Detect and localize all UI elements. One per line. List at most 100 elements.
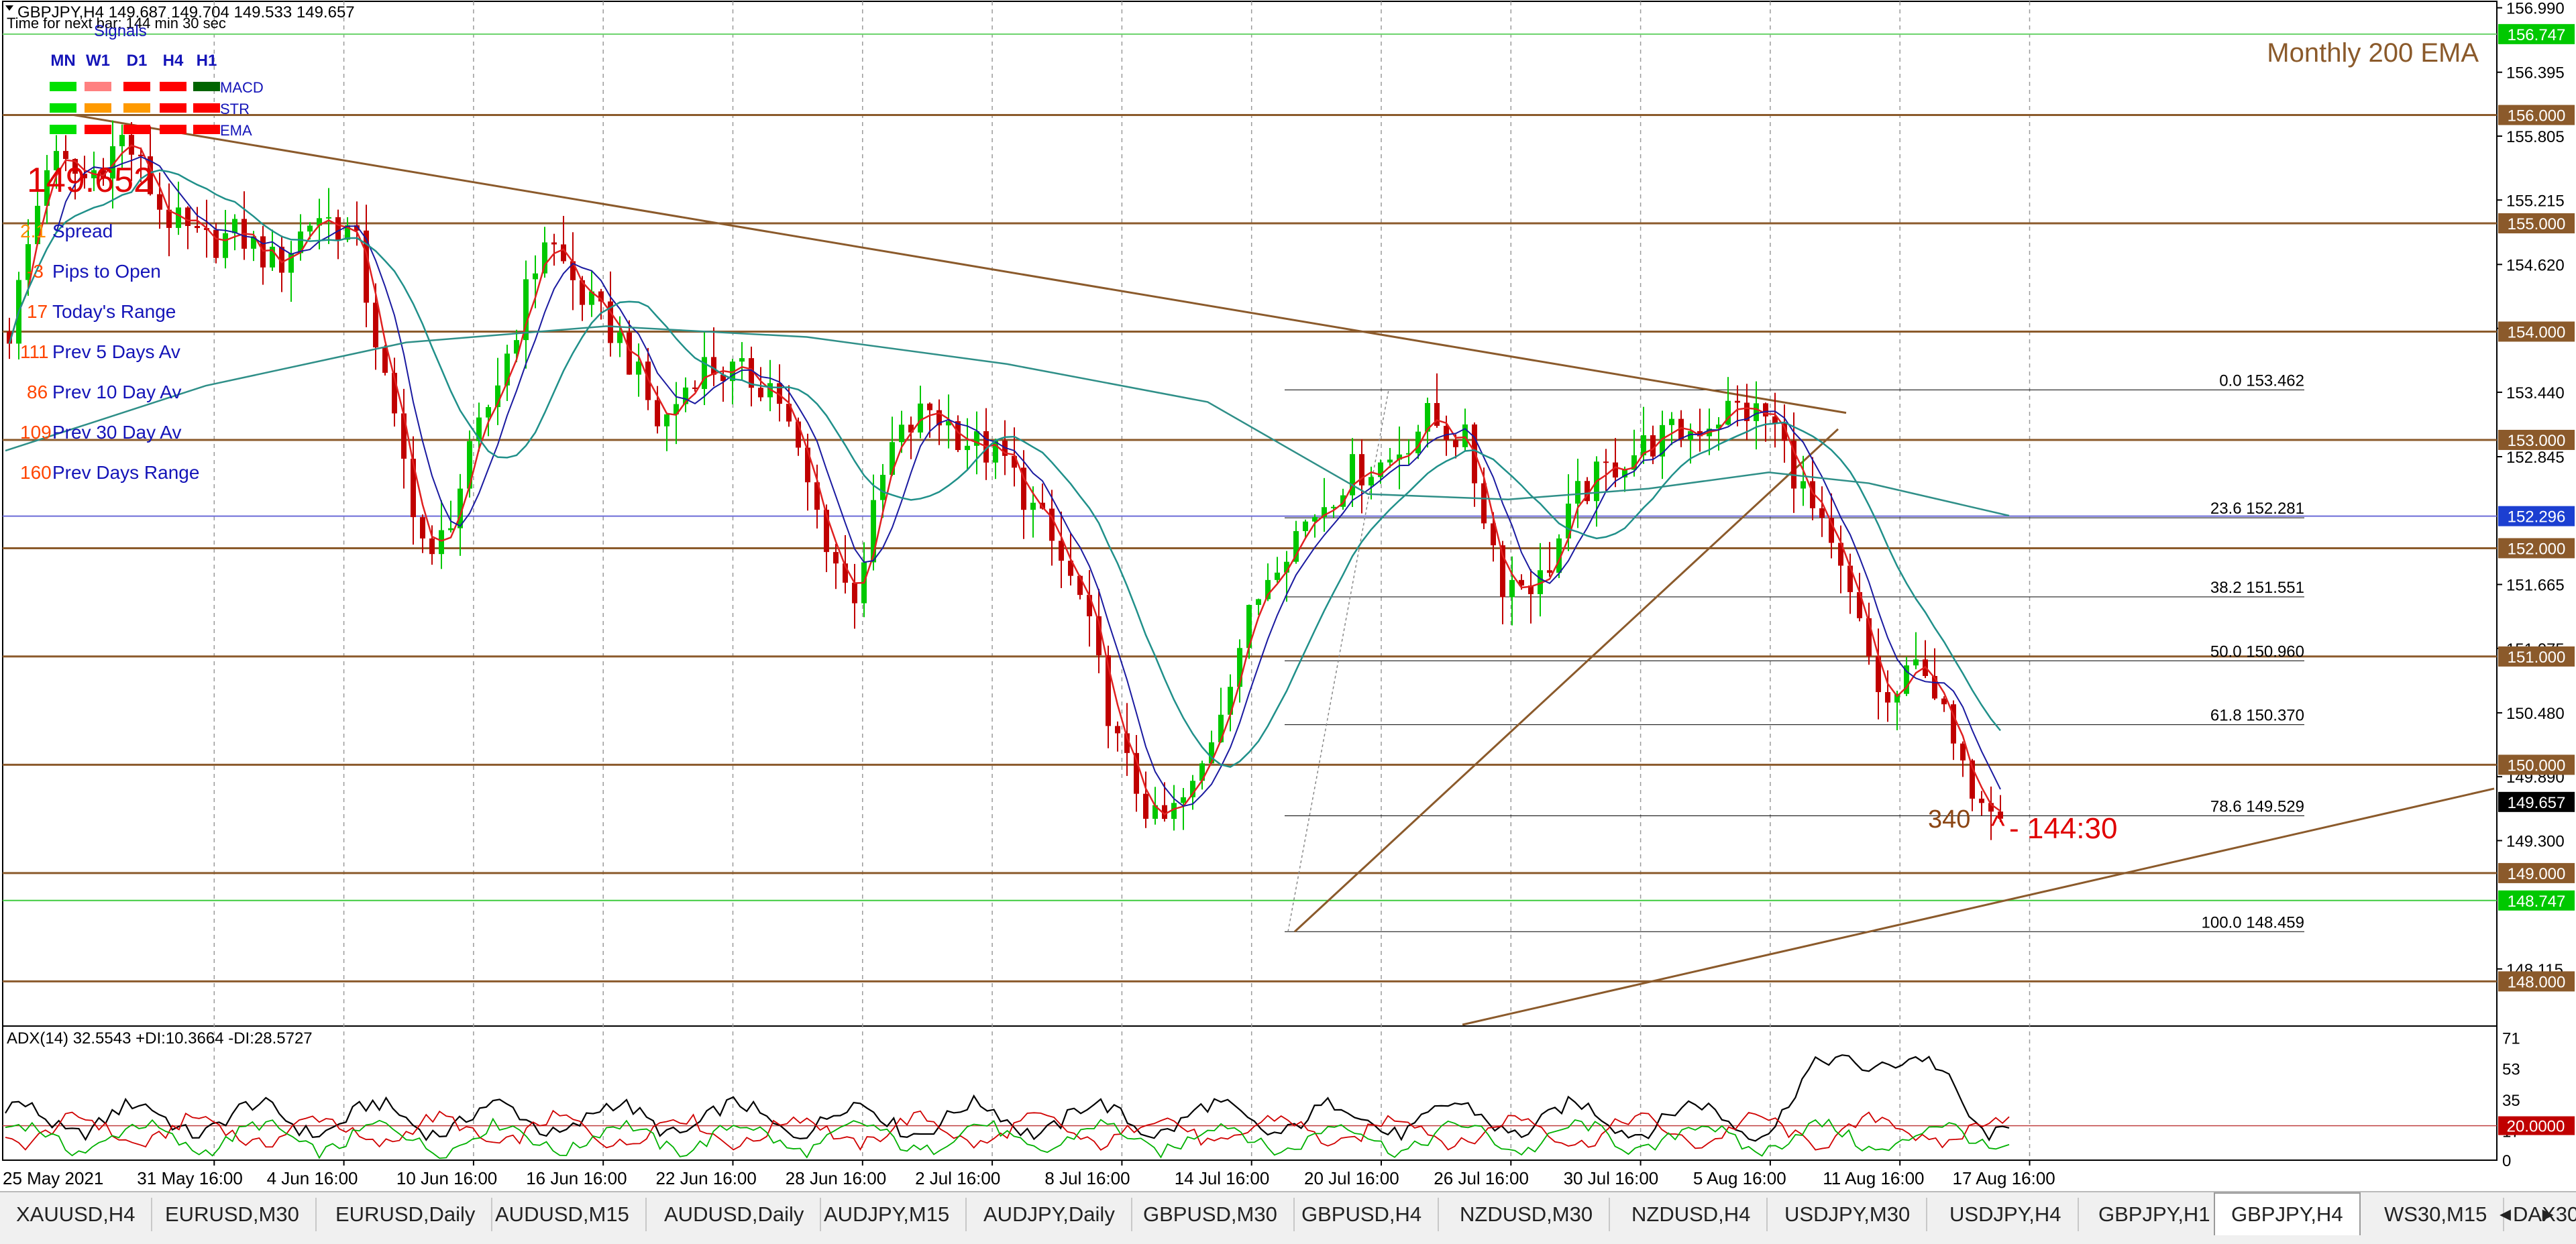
tab-eurusd-m30[interactable]: EURUSD,M30 (149, 1198, 317, 1231)
info-label: Today's Range (52, 301, 176, 322)
candle-body (1012, 455, 1017, 468)
tab-audusd-daily[interactable]: AUDUSD,Daily (648, 1198, 822, 1231)
candle-body (1453, 440, 1458, 447)
candle-body (1725, 400, 1731, 425)
fast-ma-line (8, 144, 2001, 815)
candle-body (1838, 543, 1843, 566)
candle-body (1631, 455, 1637, 470)
signal-cell (123, 125, 150, 134)
time-axis-label: 5 Aug 16:00 (1693, 1168, 1786, 1188)
adx-axis-tick: 53 (2502, 1061, 2520, 1079)
candle-body (974, 431, 979, 446)
tab-gbpusd-m30[interactable]: GBPUSD,M30 (1127, 1198, 1295, 1231)
price-level-box (2498, 105, 2575, 125)
tab-audjpy-m15[interactable]: AUDJPY,M15 (808, 1198, 967, 1231)
signal-cell (123, 103, 150, 113)
tab-nzdusd-m30[interactable]: NZDUSD,M30 (1444, 1198, 1611, 1231)
price-level-box-label: 152.000 (2508, 540, 2566, 558)
candle-body (476, 417, 482, 441)
price-level-box (2498, 862, 2575, 883)
candle-body (1162, 805, 1167, 819)
tab-dax30-m15[interactable]: DAX30,M15 (2497, 1198, 2576, 1231)
fib-label: 61.8 150.370 (2210, 707, 2304, 725)
time-axis-label: 14 Jul 16:00 (1175, 1168, 1270, 1188)
candle-body (298, 231, 303, 253)
tab-audusd-m15[interactable]: AUDUSD,M15 (479, 1198, 647, 1231)
price-chart-svg[interactable]: 0.0 153.462 23.6 152.281 38.2 151.551 50.0 … (0, 0, 2576, 1191)
signal-row-label: STR (220, 101, 250, 117)
candle-body (1228, 687, 1233, 715)
candle-body (1951, 704, 1956, 744)
plus-di-line (5, 1117, 2010, 1160)
candle-body (101, 170, 106, 179)
candle-body (382, 347, 388, 373)
signal-cell (160, 103, 186, 113)
chart-menu-icon[interactable] (5, 5, 13, 11)
tab-usdjpy-h4[interactable]: USDJPY,H4 (1933, 1198, 2079, 1231)
candle-body (138, 154, 144, 157)
candle-body (1810, 481, 1815, 508)
candle-body (1134, 752, 1139, 794)
price-level-box-label: 155.000 (2508, 215, 2566, 233)
candle-body (1913, 659, 1919, 666)
tab-audjpy-daily[interactable]: AUDJPY,Daily (967, 1198, 1132, 1231)
price-level-box-label: 150.000 (2508, 756, 2566, 775)
tab-usdjpy-m30[interactable]: USDJPY,M30 (1768, 1198, 1928, 1231)
tab-gbpjpy-h4[interactable]: GBPJPY,H4 (2214, 1192, 2361, 1235)
candle-body (260, 236, 266, 268)
time-axis-label: 16 Jun 16:00 (526, 1168, 627, 1188)
candle-body (373, 302, 378, 347)
tab-gbpusd-h4[interactable]: GBPUSD,H4 (1285, 1198, 1440, 1231)
time-axis-label: 8 Jul 16:00 (1044, 1168, 1130, 1188)
price-level-box-label: 156.000 (2508, 107, 2566, 125)
candle-body (119, 135, 125, 147)
candle-body (1152, 805, 1158, 819)
scroll-right-icon[interactable]: ► (2538, 1204, 2557, 1225)
time-axis-label: 22 Jun 16:00 (656, 1168, 757, 1188)
candle-body (1190, 781, 1195, 797)
info-value: 2.1 (20, 221, 46, 241)
candle-body (439, 530, 444, 555)
tab-gbpjpy-h1[interactable]: GBPJPY,H1 (2082, 1198, 2228, 1231)
candle-body (533, 273, 538, 280)
candle-body (843, 563, 848, 583)
signal-cell (50, 82, 76, 91)
candle-body (580, 280, 585, 305)
candle-body (936, 410, 942, 426)
candle-body (1641, 435, 1646, 455)
candle-body (335, 217, 341, 240)
candle-body (1678, 418, 1684, 440)
candle-body (420, 517, 425, 539)
current-price-display: 149.652 (27, 161, 153, 200)
price-level-box-label: 148.000 (2508, 973, 2566, 991)
candle-body (72, 159, 78, 174)
candle-body (749, 358, 754, 388)
price-level-box-label: 149.657 (2508, 794, 2566, 812)
candle-body (82, 174, 87, 178)
signal-cell (160, 125, 186, 134)
time-axis: 25 May 2021 31 May 16:00 4 Jun 16:00 10 Jun… (3, 1160, 2055, 1188)
candle-body (1284, 561, 1289, 573)
price-level-box-label: 148.747 (2508, 893, 2566, 911)
tab-nzdusd-h4[interactable]: NZDUSD,H4 (1615, 1198, 1768, 1231)
candle-body (1970, 760, 1975, 799)
tab-eurusd-daily[interactable]: EURUSD,Daily (319, 1198, 493, 1231)
candle-body (1303, 521, 1308, 531)
scroll-left-icon[interactable]: ◄ (2496, 1204, 2515, 1225)
candle-body (589, 291, 594, 305)
fib-label: 38.2 151.551 (2210, 579, 2304, 597)
tab-xauusd-h4[interactable]: XAUUSD,H4 (0, 1198, 153, 1231)
candle-body (63, 151, 68, 160)
signal-cell (50, 103, 76, 113)
candle-body (1322, 507, 1327, 517)
adx-axis-tick: 35 (2502, 1092, 2520, 1110)
long-support-trendline (1462, 787, 2495, 1026)
candle-body (1171, 803, 1177, 819)
candle-body (176, 207, 181, 228)
candle-body (608, 301, 613, 343)
price-level-box (2498, 538, 2575, 559)
candle-body (993, 441, 998, 463)
tab-ws30-m15[interactable]: WS30,M15 (2368, 1198, 2505, 1231)
candle-body (1566, 503, 1571, 539)
